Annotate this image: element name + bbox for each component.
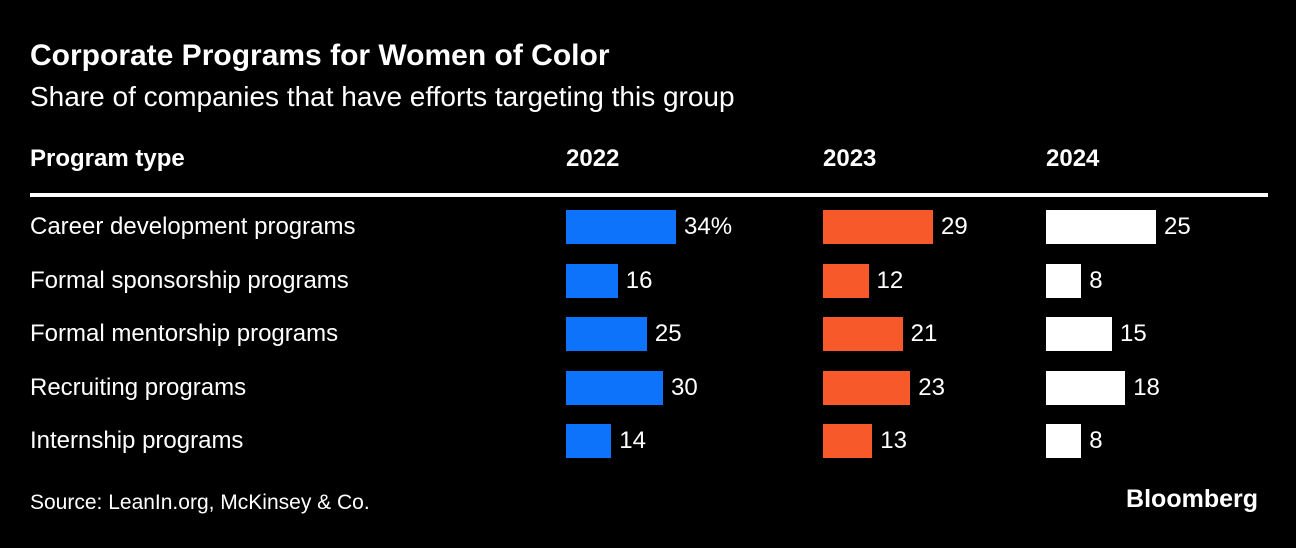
bar-value-label-2022: 16: [625, 266, 653, 294]
value-bar-2024: [1046, 317, 1112, 351]
column-header-2022: 2022: [566, 145, 620, 172]
bar-value-label-2024: 18: [1133, 373, 1160, 401]
program-type-label: Recruiting programs: [30, 373, 247, 401]
bar-value-label-2022: 25: [654, 320, 682, 347]
header-divider-line: [30, 193, 1268, 197]
program-type-label: Formal mentorship programs: [30, 320, 339, 347]
program-type-label: Career development programs: [30, 213, 356, 240]
column-header-2024: 2024: [1046, 145, 1100, 172]
bar-value-label-2024: 8: [1089, 427, 1103, 454]
chart-title: Corporate Programs for Women of Color: [30, 39, 610, 72]
bar-value-label-2022: 30: [671, 373, 698, 401]
column-header-program-type: Program type: [30, 145, 185, 172]
value-bar-2023: [823, 210, 933, 244]
bar-value-label-2023: 29: [941, 213, 968, 240]
value-bar-2024: [1046, 210, 1156, 244]
value-bar-2024: [1046, 424, 1082, 458]
bar-value-label-2023: 23: [918, 373, 945, 401]
value-bar-2022: [566, 317, 647, 351]
bar-value-label-2024: 15: [1120, 320, 1147, 347]
value-bar-2024: [1046, 370, 1126, 405]
column-header-2023: 2023: [823, 145, 877, 172]
value-bar-2024: [1046, 263, 1082, 298]
bar-value-label-2022: 34%: [684, 213, 733, 240]
table-row: Career development programs 34% 29 25: [0, 210, 1296, 244]
value-bar-2023: [823, 263, 869, 298]
value-bar-2022: [566, 263, 618, 298]
value-bar-2022: [566, 210, 676, 244]
program-type-label: Internship programs: [30, 427, 244, 454]
value-bar-2023: [823, 317, 903, 351]
table-row: Recruiting programs 30 23 18: [0, 370, 1296, 405]
bar-value-label-2024: 25: [1164, 213, 1191, 240]
bloomberg-logo: Bloomberg: [1126, 485, 1258, 513]
value-bar-2023: [823, 370, 911, 405]
bar-value-label-2023: 21: [910, 320, 938, 347]
value-bar-2022: [566, 370, 664, 405]
value-bar-2022: [566, 424, 612, 458]
bar-value-label-2022: 14: [619, 427, 646, 454]
source-text: Source: LeanIn.org, McKinsey & Co.: [30, 491, 370, 514]
bar-value-label-2024: 8: [1089, 266, 1103, 294]
bar-value-label-2023: 12: [876, 266, 904, 294]
value-bar-2023: [823, 424, 873, 458]
table-row: Internship programs 14 13 8: [0, 424, 1296, 458]
chart-subtitle: Share of companies that have efforts tar…: [30, 81, 735, 112]
bar-value-label-2023: 13: [880, 427, 907, 454]
table-row: Formal sponsorship programs 16 12 8: [0, 263, 1296, 298]
table-row: Formal mentorship programs 25 21 15: [0, 317, 1296, 351]
program-type-label: Formal sponsorship programs: [30, 266, 349, 294]
